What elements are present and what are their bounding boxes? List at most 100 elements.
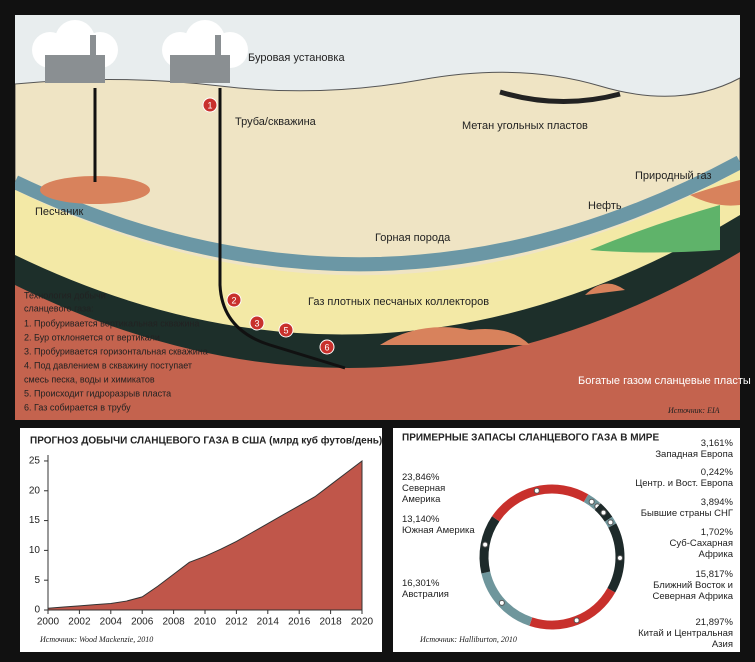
donut-label: 21,897% Китай и Центральная Азия — [633, 617, 733, 650]
step: 2. Бур отклоняется от вертикали — [24, 332, 160, 342]
x-tick-label: 2012 — [225, 617, 248, 628]
marker — [319, 339, 335, 355]
step: 6. Газ собирается в трубу — [24, 402, 131, 412]
category-label: Западная Европа — [655, 449, 733, 460]
chart-title: ПРИМЕРНЫЕ ЗАПАСЫ СЛАНЦЕВОГО ГАЗА В МИРЕ — [402, 433, 659, 444]
category-label: Австралия — [402, 589, 449, 600]
segment-dot — [588, 498, 595, 505]
x-tick-label: 2014 — [257, 617, 280, 628]
marker — [249, 315, 265, 331]
x-tick-label: 2020 — [351, 617, 374, 628]
donut-label: 3,161% Западная Европа — [633, 438, 733, 460]
gas-pocket — [585, 283, 625, 295]
y-tick-label: 25 — [29, 456, 41, 467]
marker-label: 6 — [324, 342, 329, 352]
category-label: Бывшие страны СНГ — [640, 508, 733, 519]
donut-label: 1,702% Суб-Сахарная Африка — [633, 527, 733, 560]
label: Природный газ — [635, 170, 712, 182]
x-tick-label: 2000 — [37, 617, 60, 628]
label: Метан угольных пластов — [462, 120, 588, 132]
marker — [226, 292, 242, 308]
step: 5. Происходит гидроразрыв пласта — [24, 388, 171, 398]
donut-label: 23,846% Северная Америка — [402, 472, 480, 505]
category-label: Суб-Сахарная Африка — [669, 538, 733, 560]
x-tick-label: 2004 — [100, 617, 123, 628]
label: Газ плотных песчаных коллекторов — [308, 296, 489, 308]
segment-dot — [573, 617, 580, 624]
marker-label: 1 — [207, 100, 212, 110]
category-label: Центр. и Вост. Европа — [635, 478, 733, 489]
marker — [278, 322, 294, 338]
x-tick-label: 2016 — [288, 617, 311, 628]
segment-dot — [607, 519, 614, 526]
steps-title: Технология добычи — [24, 290, 106, 300]
label: Богатые газом сланцевые пласты — [578, 375, 751, 387]
oil-pocket — [590, 205, 720, 253]
value-label: 16,301% — [402, 578, 440, 589]
segment-dot — [482, 541, 489, 548]
category-label: Северная Америка — [402, 483, 446, 505]
value-label: 15,817% — [695, 569, 733, 580]
value-label: 21,897% — [695, 617, 733, 628]
marker-label: 3 — [254, 318, 259, 328]
donut-label: 13,140% Южная Америка — [402, 514, 480, 536]
gas-pocket — [40, 176, 150, 204]
segment-dot — [600, 509, 607, 516]
segment-dot — [616, 555, 623, 562]
value-label: 0,242% — [700, 467, 733, 478]
x-tick-label: 2002 — [68, 617, 91, 628]
source: Источник: Halliburton, 2010 — [419, 635, 517, 644]
rock-layer — [15, 155, 740, 272]
value-label: 13,140% — [402, 514, 440, 525]
tight-gas — [380, 327, 530, 345]
area — [47, 459, 363, 611]
y-tick-label: 15 — [29, 515, 41, 526]
marker-label: 2 — [231, 295, 236, 305]
markers: 1 2 3 5 6 — [202, 97, 335, 355]
steps: 1. Пробуривается вертикальная скважина 2.… — [24, 318, 208, 412]
step: 3. Пробуривается горизонтальная скважина — [24, 346, 208, 356]
y-tick-label: 20 — [29, 485, 41, 496]
value-label: 1,702% — [700, 527, 733, 538]
y-tick-label: 5 — [34, 575, 40, 586]
donut-label: 3,894% Бывшие страны СНГ — [633, 497, 733, 519]
label: Буровая установка — [248, 52, 345, 64]
label: Труба/скважина — [235, 116, 317, 128]
value-label: 3,161% — [700, 438, 733, 449]
donut-label: 0,242% Центр. и Вост. Европа — [633, 467, 733, 489]
category-label: Южная Америка — [402, 525, 475, 536]
x-tick-label: 2010 — [194, 617, 217, 628]
x-tick-label: 2008 — [162, 617, 185, 628]
shale-layer — [15, 252, 740, 420]
category-label: Китай и Центральная Азия — [638, 628, 733, 650]
x-tick-label: 2006 — [131, 617, 154, 628]
segment-dot — [533, 487, 540, 494]
donut-label: 15,817% Ближний Восток и Северная Африка — [633, 569, 733, 602]
marker — [202, 97, 218, 113]
y-tick-label: 10 — [29, 545, 41, 556]
diagram-labels: Буровая установка Труба/скважина Метан у… — [24, 52, 751, 415]
natural-gas — [690, 180, 740, 206]
marker-label: 5 — [283, 325, 288, 335]
rigs — [45, 35, 230, 83]
source: Источник: EIA — [667, 406, 720, 415]
source: Источник: Wood Mackenzie, 2010 — [39, 635, 153, 644]
segment-dot — [498, 599, 505, 606]
step: смесь песка, воды и химикатов — [24, 374, 155, 384]
label: Горная порода — [375, 232, 451, 244]
steps-title: сланцевого газа: — [24, 303, 94, 313]
value-label: 23,846% — [402, 472, 440, 483]
category-label: Ближний Восток и Северная Африка — [652, 580, 733, 602]
chart-title: ПРОГНОЗ ДОБЫЧИ СЛАНЦЕВОГО ГАЗА В США (мл… — [30, 435, 382, 447]
y-tick-label: 0 — [34, 605, 40, 616]
step: 1. Пробуривается вертикальная скважина — [24, 318, 199, 328]
geology-diagram — [15, 15, 740, 420]
x-tick-label: 2018 — [319, 617, 342, 628]
value-label: 3,894% — [700, 497, 733, 508]
well — [218, 88, 346, 370]
panel — [393, 428, 740, 652]
label: Песчаник — [35, 206, 83, 218]
donut-label: 16,301% Австралия — [402, 578, 480, 600]
